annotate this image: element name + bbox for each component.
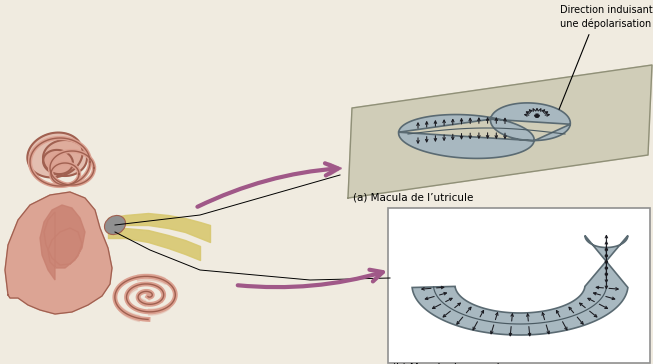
Text: Direction induisant
une dépolarisation: Direction induisant une dépolarisation	[560, 5, 653, 29]
Ellipse shape	[104, 215, 125, 234]
Polygon shape	[5, 192, 112, 314]
Text: (a) Macula de l’utricule: (a) Macula de l’utricule	[353, 192, 473, 202]
Text: (b) Macula du saccule: (b) Macula du saccule	[392, 363, 506, 364]
Polygon shape	[348, 65, 652, 198]
Polygon shape	[398, 103, 570, 158]
Polygon shape	[43, 140, 87, 176]
Polygon shape	[43, 150, 73, 174]
Polygon shape	[412, 236, 628, 335]
Polygon shape	[27, 132, 83, 178]
FancyBboxPatch shape	[388, 208, 650, 363]
Polygon shape	[40, 205, 85, 280]
